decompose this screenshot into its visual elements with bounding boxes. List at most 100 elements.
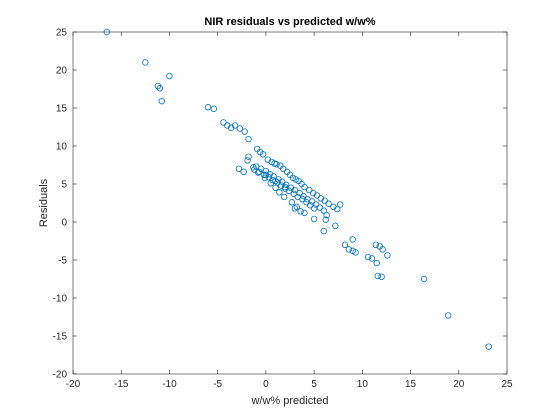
data-point (310, 215, 318, 223)
data-point (262, 171, 270, 179)
data-point (220, 119, 227, 126)
data-point (103, 28, 110, 36)
x-tick-label: -20 (66, 379, 81, 390)
y-axis-label: Residuals (38, 178, 50, 227)
data-point (278, 182, 285, 189)
data-point (378, 273, 385, 280)
data-point (341, 241, 349, 248)
data-point (334, 205, 341, 213)
x-tick-label: -10 (162, 379, 177, 390)
x-tick-label: 25 (501, 379, 513, 390)
data-point (368, 255, 376, 262)
data-point (301, 209, 308, 217)
data-point (272, 184, 279, 191)
data-point (276, 189, 283, 196)
data-point (299, 195, 306, 203)
data-point (236, 125, 244, 132)
y-tick-label: 5 (61, 180, 67, 191)
x-tick-label: 15 (405, 379, 417, 390)
data-point (158, 97, 165, 105)
data-point (364, 253, 372, 261)
y-tick-label: 15 (56, 104, 68, 115)
data-point (345, 246, 353, 253)
data-point (420, 275, 428, 283)
data-point (281, 183, 289, 191)
data-point (281, 193, 288, 201)
data-point (297, 208, 304, 215)
data-point (352, 249, 359, 256)
y-tick-label: -10 (53, 294, 68, 305)
data-point (240, 168, 247, 176)
data-point (154, 82, 162, 90)
y-tick-label: 25 (56, 28, 68, 39)
data-point (313, 192, 321, 199)
data-point (332, 222, 339, 229)
data-point (379, 246, 386, 253)
data-point (349, 236, 356, 243)
data-point (306, 186, 313, 194)
x-tick-label: 0 (263, 379, 269, 390)
data-point (293, 203, 300, 210)
data-point (210, 105, 218, 112)
y-tick-label: -20 (53, 370, 68, 381)
data-point (245, 153, 252, 160)
data-point (485, 343, 492, 350)
data-point (384, 252, 391, 259)
data-point (204, 104, 212, 111)
data-point (325, 200, 332, 207)
data-point (303, 199, 310, 206)
data-markers (103, 28, 492, 350)
x-axis-label: w/w% predicted (250, 395, 328, 407)
y-tick-label: -5 (58, 256, 67, 267)
data-point (156, 85, 163, 92)
data-point (272, 177, 279, 185)
data-point (255, 168, 263, 176)
data-point (301, 183, 308, 191)
data-point (320, 227, 327, 235)
data-point (320, 207, 327, 214)
x-tick-label: 20 (453, 379, 465, 390)
data-point (291, 205, 299, 212)
data-point (244, 157, 251, 164)
y-tick-label: -15 (53, 332, 68, 343)
data-point (307, 202, 314, 209)
data-point (254, 169, 262, 176)
x-tick-label: 10 (357, 379, 369, 390)
data-point (245, 135, 252, 143)
data-point (142, 59, 149, 66)
y-tick-label: 10 (56, 142, 68, 153)
data-point (373, 259, 380, 267)
data-point (374, 272, 381, 280)
data-point (323, 211, 330, 219)
y-tick-label: 20 (56, 66, 68, 77)
chart-title: NIR residuals vs predicted w/w% (204, 16, 375, 28)
data-point (288, 199, 296, 206)
x-tick-label: 5 (311, 379, 317, 390)
data-point (372, 241, 380, 248)
data-point (261, 174, 269, 182)
y-tick-label: 0 (61, 218, 67, 229)
data-point (259, 151, 267, 158)
data-point (280, 165, 287, 172)
data-point (310, 205, 318, 212)
data-point (321, 197, 328, 204)
data-point (322, 216, 329, 223)
x-axis-ticks: -20 -15 -10 -5 0 5 10 15 20 25 (66, 32, 513, 390)
data-point (285, 187, 293, 195)
data-point (231, 122, 239, 129)
data-point (250, 164, 257, 171)
data-point (166, 72, 173, 80)
plot-area (72, 31, 508, 375)
x-tick-label: -5 (213, 379, 222, 390)
data-point (290, 190, 298, 198)
data-point (241, 128, 248, 135)
data-point (235, 165, 243, 172)
x-tick-label: -15 (114, 379, 129, 390)
data-point (279, 178, 286, 185)
data-point (336, 201, 344, 208)
data-point (262, 167, 270, 175)
data-point (273, 161, 280, 168)
y-axis-ticks: -20 -15 -10 -5 0 5 10 15 20 25 (53, 28, 507, 381)
data-point (444, 312, 452, 319)
